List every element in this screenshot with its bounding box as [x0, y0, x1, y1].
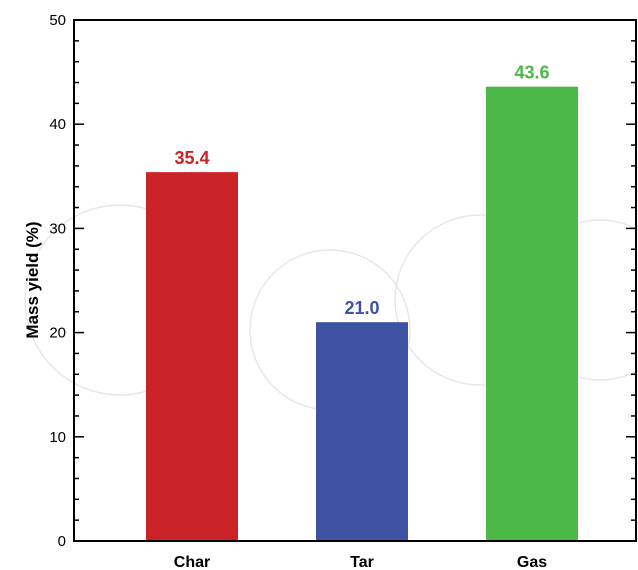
x-tick-label-tar: Tar	[350, 554, 374, 570]
y-axis-label: Mass yield (%)	[23, 221, 42, 338]
y-tick-label: 40	[49, 116, 66, 133]
data-label-gas: 43.6	[514, 63, 549, 83]
y-tick-label: 20	[49, 325, 66, 342]
plot-frame	[73, 19, 637, 542]
bar-tar	[316, 322, 408, 541]
bar-gas	[486, 86, 578, 542]
data-label-tar: 21.0	[344, 298, 379, 318]
y-tick-label: 30	[49, 220, 66, 237]
plot-area: 0 10 20 30 40 50 35.4 Char 21.0 Tar 43.6 Gas	[49, 12, 636, 570]
y-tick-label: 50	[49, 12, 66, 29]
y-tick-label: 0	[58, 533, 66, 550]
data-label-char: 35.4	[174, 148, 209, 168]
x-tick-label-char: Char	[174, 554, 210, 570]
x-tick-label-gas: Gas	[517, 554, 547, 570]
y-tick-label: 10	[49, 429, 66, 446]
bar-char	[146, 172, 238, 541]
